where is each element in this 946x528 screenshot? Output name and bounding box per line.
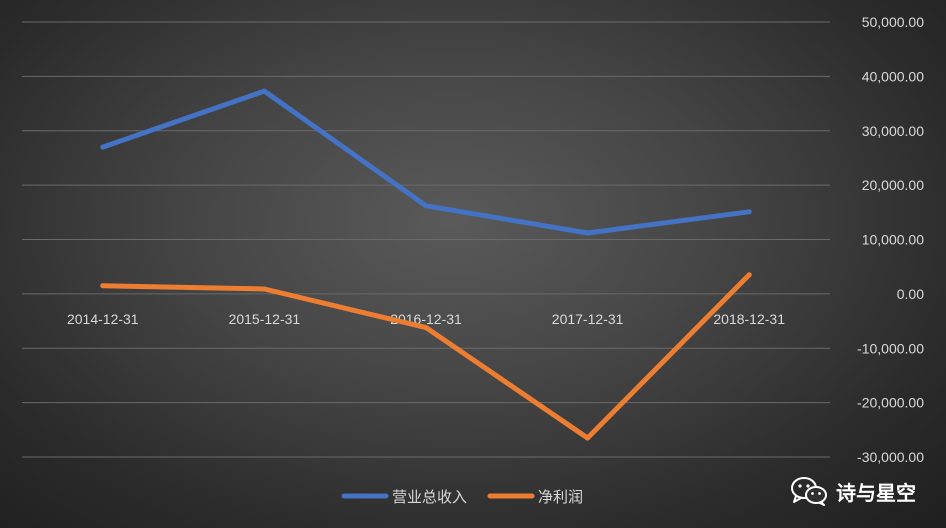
- y-tick-label: -20,000.00: [857, 395, 924, 411]
- data-point: [423, 325, 429, 331]
- data-point: [261, 286, 267, 292]
- y-tick-label: 0.00: [897, 286, 924, 302]
- data-point: [746, 209, 752, 215]
- y-tick-label: 40,000.00: [862, 68, 924, 84]
- data-point: [746, 272, 752, 278]
- x-axis-ticks: 2014-12-31 2015-12-31 2016-12-31 2017-12-31…: [67, 311, 785, 327]
- data-point: [261, 88, 267, 94]
- data-point: [585, 435, 591, 441]
- data-point: [585, 230, 591, 236]
- data-point: [100, 283, 106, 289]
- series-line-1: [100, 88, 752, 236]
- x-tick-label: 2017-12-31: [552, 311, 624, 327]
- y-tick-label: -30,000.00: [857, 449, 924, 465]
- legend-label: 净利润: [538, 488, 583, 506]
- x-tick-label: 2015-12-31: [229, 311, 301, 327]
- y-tick-label: -10,000.00: [857, 340, 924, 356]
- data-point: [423, 203, 429, 209]
- legend: 营业总收入 净利润: [341, 488, 583, 506]
- series-line-2: [100, 272, 752, 441]
- x-tick-label: 2016-12-31: [390, 311, 462, 327]
- series-lines: [100, 88, 752, 441]
- y-axis-ticks: 50,000.00 40,000.00 30,000.00 20,000.00 10,0…: [857, 14, 924, 465]
- watermark-text: 诗与星空: [836, 480, 916, 505]
- watermark: 诗与星空: [790, 476, 916, 506]
- y-tick-label: 30,000.00: [862, 123, 924, 139]
- x-tick-label: 2018-12-31: [713, 311, 785, 327]
- data-point: [100, 144, 106, 150]
- y-tick-label: 20,000.00: [862, 177, 924, 193]
- x-tick-label: 2014-12-31: [67, 311, 139, 327]
- legend-label: 营业总收入: [392, 488, 467, 506]
- y-tick-label: 10,000.00: [862, 232, 924, 248]
- y-tick-label: 50,000.00: [862, 14, 924, 30]
- wechat-icon: [791, 477, 827, 506]
- gridlines: [22, 21, 830, 458]
